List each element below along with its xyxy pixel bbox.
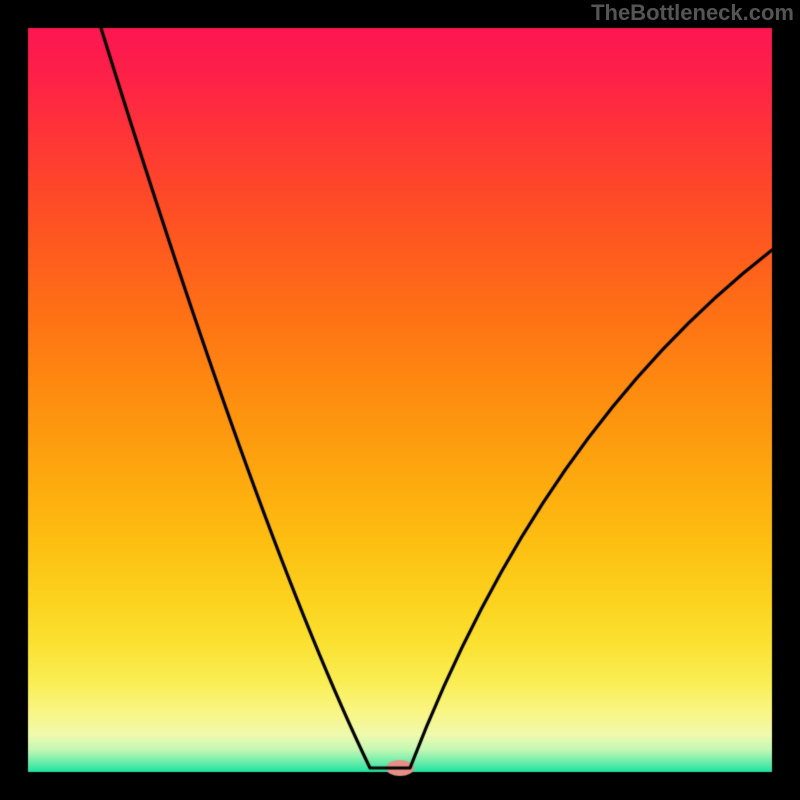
watermark-text: TheBottleneck.com (591, 0, 794, 26)
bottleneck-curve-canvas (0, 0, 800, 800)
chart-container: TheBottleneck.com (0, 0, 800, 800)
